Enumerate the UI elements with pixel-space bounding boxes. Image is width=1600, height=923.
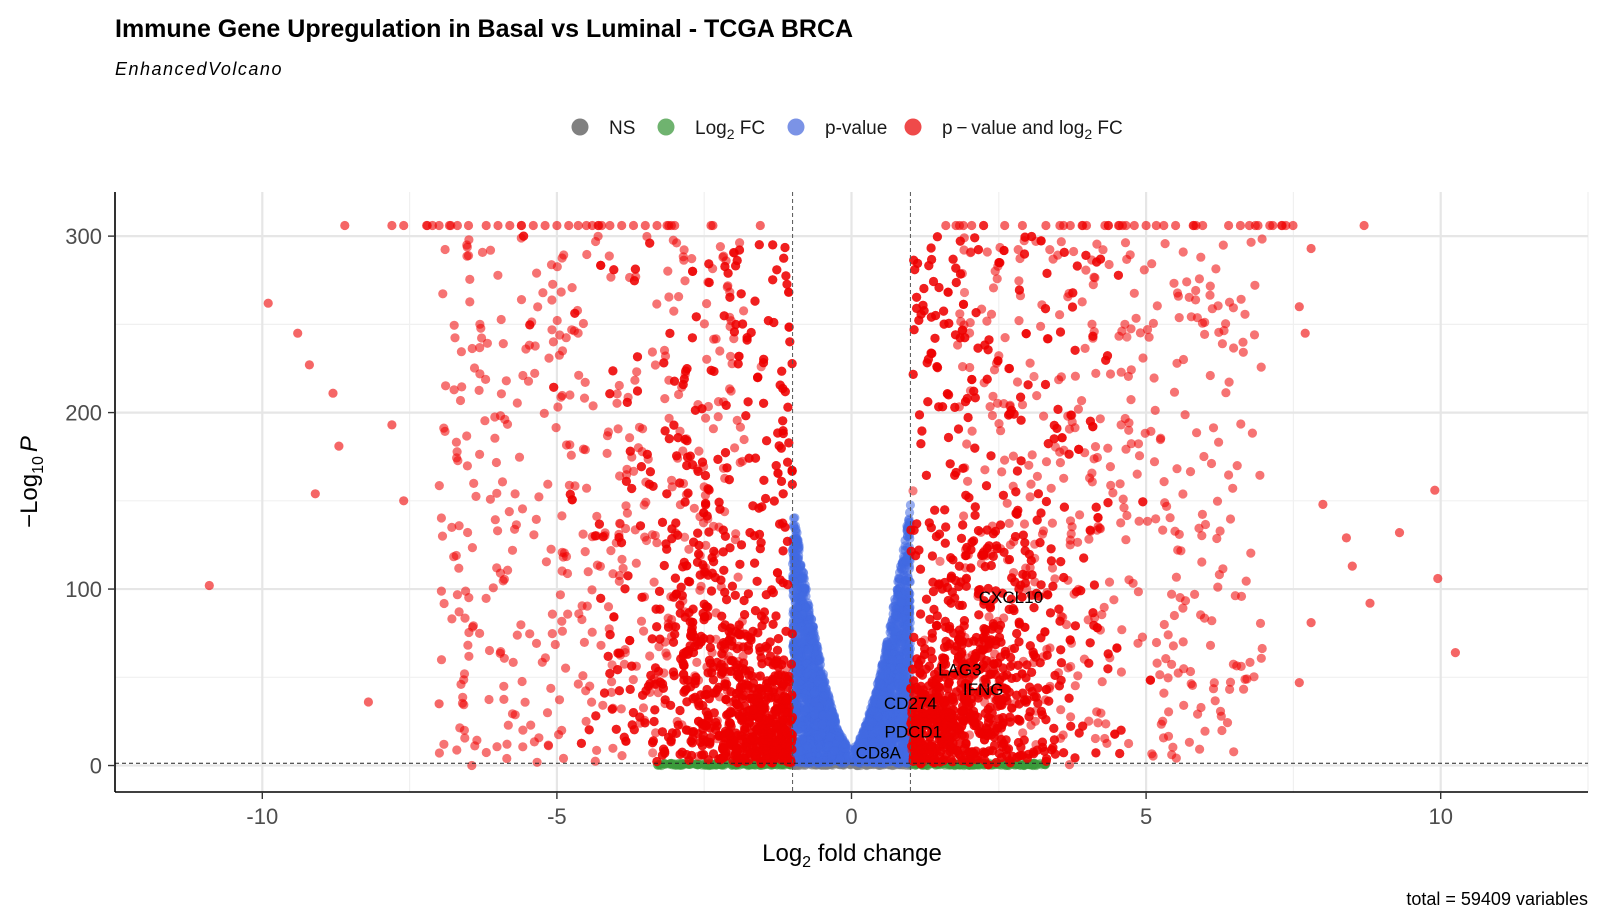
legend-key (904, 118, 922, 136)
point-pvalue (797, 734, 807, 745)
legend-label: p-value (825, 118, 887, 139)
point-pvalue (896, 639, 906, 649)
point-pvalue (901, 556, 912, 566)
point-pvalue (793, 602, 803, 612)
point-pvalue (817, 719, 827, 730)
point-pvalue-log2fc (959, 287, 970, 298)
point-pvalue-log2fc (1029, 371, 1039, 382)
point-pvalue (788, 520, 799, 530)
point-pvalue (859, 729, 869, 739)
point-pvalue (875, 679, 885, 689)
point-pvalue (793, 649, 803, 659)
point-pvalue (900, 586, 911, 596)
point-log2fc (1029, 760, 1039, 770)
point-pvalue (868, 706, 879, 716)
point-log2fc (660, 759, 670, 769)
legend-item: NS (571, 118, 635, 139)
point-pvalue (905, 507, 915, 518)
point-pvalue (872, 725, 882, 735)
legend-item: Log2 FC (657, 118, 765, 142)
legend-key (571, 118, 589, 136)
gridlines (114, 192, 1589, 792)
point-pvalue (834, 732, 845, 742)
point-pvalue (841, 739, 851, 749)
point-pvalue (835, 754, 846, 765)
point-pvalue (789, 557, 799, 567)
point-pvalue (825, 711, 835, 721)
point-pvalue (887, 655, 898, 665)
legend: NS Log2 FC p-value p − value and log2 FC (571, 118, 1123, 142)
legend-label: NS (609, 118, 635, 139)
point-pvalue (896, 712, 907, 722)
point-pvalue-log2fc (935, 556, 945, 567)
point-pvalue (800, 583, 810, 593)
point-pvalue (802, 669, 812, 679)
point-pvalue (797, 721, 807, 731)
point-pvalue (792, 584, 802, 594)
point-pvalue (814, 702, 824, 712)
legend-key (787, 118, 805, 136)
legend-item: p − value and log2 FC (904, 118, 1123, 142)
point-pvalue (897, 613, 907, 623)
point-log2fc (672, 760, 683, 770)
point-pvalue-log2fc (648, 748, 658, 758)
point-pvalue (796, 746, 806, 756)
point-pvalue (888, 609, 898, 619)
legend-label: p − value and log2 FC (942, 118, 1123, 142)
point-pvalue-log2fc (908, 486, 918, 496)
point-pvalue (816, 728, 827, 739)
point-pvalue (881, 665, 891, 676)
point-pvalue (803, 645, 813, 655)
legend-key (657, 118, 675, 136)
chart-title: Immune Gene Upregulation in Basal vs Lum… (115, 15, 853, 43)
point-pvalue (886, 683, 896, 693)
legend-item: p-value (787, 118, 887, 139)
point-pvalue (901, 572, 911, 582)
point-pvalue (797, 610, 807, 620)
point-pvalue (829, 746, 840, 756)
data-points (204, 220, 1460, 771)
point-pvalue (796, 638, 806, 648)
point-pvalue (815, 654, 825, 664)
chart-subtitle: EnhancedVolcano (115, 59, 283, 79)
legend-label: Log2 FC (695, 118, 765, 142)
point-pvalue (882, 640, 893, 650)
point-pvalue (809, 687, 820, 697)
point-pvalue (819, 691, 829, 701)
point-pvalue (799, 626, 809, 636)
point-pvalue (797, 573, 808, 584)
point-pvalue (818, 682, 828, 692)
point-pvalue (807, 756, 817, 766)
point-pvalue (803, 703, 813, 714)
